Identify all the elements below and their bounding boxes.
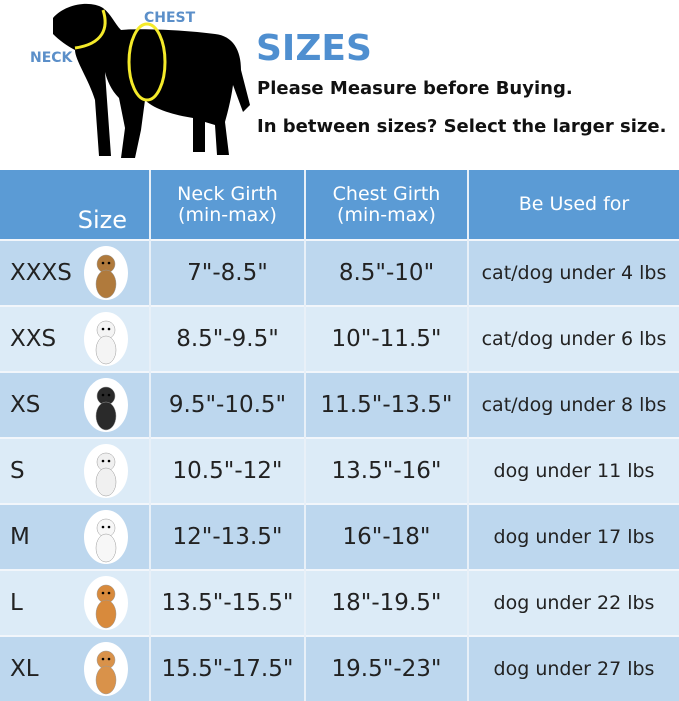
chest-girth-cell: 8.5"-10" xyxy=(305,239,469,306)
used-for-cell: cat/dog under 8 lbs xyxy=(468,371,679,438)
size-label: XS xyxy=(10,392,41,418)
size-cell: XL xyxy=(0,635,151,701)
dog-silhouette-icon xyxy=(53,3,250,159)
size-label: L xyxy=(10,590,23,616)
neck-girth-cell: 13.5"-15.5" xyxy=(150,569,306,636)
instruction-in-between: In between sizes? Select the larger size… xyxy=(257,116,667,137)
used-for-cell: dog under 11 lbs xyxy=(468,437,679,504)
chest-label: CHEST xyxy=(144,10,196,26)
table-row: L 13.5"-15.5" 18"-19.5" dog under 22 lbs xyxy=(0,569,679,636)
pet-photo xyxy=(84,576,128,630)
size-guide-header: NECK CHEST SIZES Please Measure before B… xyxy=(0,0,679,168)
chest-girth-cell: 11.5"-13.5" xyxy=(305,371,469,438)
size-label: M xyxy=(10,524,30,550)
table-row: XXXS 7"-8.5" 8.5"-10" cat/dog under 4 lb… xyxy=(0,239,679,306)
size-label: XXXS xyxy=(10,260,72,286)
table-row: XL 15.5"-17.5" 19.5"-23" dog under 27 lb… xyxy=(0,635,679,701)
col-header-chest: Chest Girth (min-max) xyxy=(305,170,469,240)
size-label: XL xyxy=(10,656,39,682)
size-label: S xyxy=(10,458,25,484)
neck-girth-cell: 12"-13.5" xyxy=(150,503,306,570)
used-for-cell: cat/dog under 6 lbs xyxy=(468,305,679,372)
chest-girth-cell: 16"-18" xyxy=(305,503,469,570)
used-for-cell: dog under 22 lbs xyxy=(468,569,679,636)
chest-girth-cell: 13.5"-16" xyxy=(305,437,469,504)
size-cell: XS xyxy=(0,371,151,438)
pet-photo xyxy=(84,510,128,564)
pet-photo xyxy=(84,246,128,300)
col-header-size: Size xyxy=(0,170,151,240)
used-for-cell: cat/dog under 4 lbs xyxy=(468,239,679,306)
size-cell: M xyxy=(0,503,151,570)
pet-photo xyxy=(84,378,128,432)
chest-girth-cell: 18"-19.5" xyxy=(305,569,469,636)
size-cell: S xyxy=(0,437,151,504)
size-cell: XXS xyxy=(0,305,151,372)
neck-girth-cell: 7"-8.5" xyxy=(150,239,306,306)
chest-girth-cell: 19.5"-23" xyxy=(305,635,469,701)
size-label: XXS xyxy=(10,326,57,352)
neck-girth-cell: 10.5"-12" xyxy=(150,437,306,504)
col-header-neck: Neck Girth (min-max) xyxy=(150,170,306,240)
table-row: S 10.5"-12" 13.5"-16" dog under 11 lbs xyxy=(0,437,679,504)
pet-photo xyxy=(84,444,128,498)
table-row: XS 9.5"-10.5" 11.5"-13.5" cat/dog under … xyxy=(0,371,679,438)
page-title: SIZES xyxy=(256,28,372,69)
neck-girth-cell: 9.5"-10.5" xyxy=(150,371,306,438)
table-row: M 12"-13.5" 16"-18" dog under 17 lbs xyxy=(0,503,679,570)
neck-girth-cell: 15.5"-17.5" xyxy=(150,635,306,701)
neck-girth-cell: 8.5"-9.5" xyxy=(150,305,306,372)
size-cell: L xyxy=(0,569,151,636)
neck-label: NECK xyxy=(30,50,73,66)
pet-photo xyxy=(84,312,128,366)
size-cell: XXXS xyxy=(0,239,151,306)
instruction-measure: Please Measure before Buying. xyxy=(257,78,573,99)
chest-girth-cell: 10"-11.5" xyxy=(305,305,469,372)
table-row: XXS 8.5"-9.5" 10"-11.5" cat/dog under 6 … xyxy=(0,305,679,372)
pet-photo xyxy=(84,642,128,696)
size-chart-table: Size Neck Girth (min-max) Chest Girth (m… xyxy=(0,170,679,701)
col-header-use: Be Used for xyxy=(468,170,679,240)
used-for-cell: dog under 27 lbs xyxy=(468,635,679,701)
used-for-cell: dog under 17 lbs xyxy=(468,503,679,570)
